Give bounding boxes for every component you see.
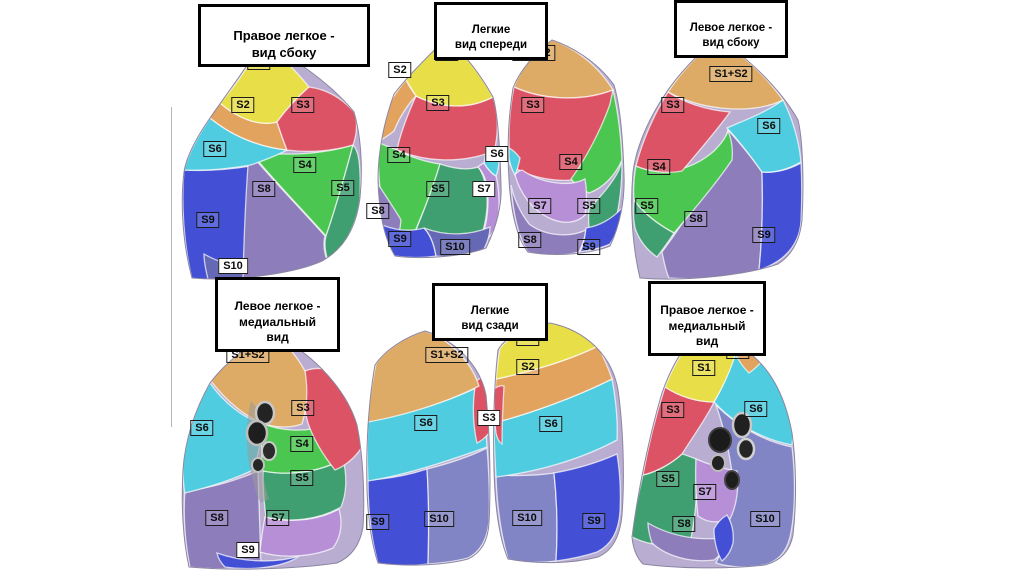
right-lung-outline — [377, 37, 502, 259]
lung-outline — [631, 333, 797, 569]
panel-left-lung-medial: Левое легкое - медиальный вид S1+S2 S3 S6 S… — [165, 275, 395, 575]
segment-s9-region — [367, 468, 430, 566]
segment-s9-region — [216, 552, 300, 570]
panel-title-box: Левое легкое - вид сбоку — [674, 0, 788, 58]
segment-s3-region — [635, 91, 732, 173]
left-lung-lateral-illustration — [631, 37, 804, 280]
right-lung-outline — [493, 322, 624, 564]
segment-s9-region — [578, 206, 623, 253]
segment-s6-region — [508, 146, 521, 177]
panel-title-box: Левое легкое - медиальный вид — [215, 277, 340, 353]
panel-title-box: Легкие вид спереди — [434, 2, 548, 60]
segment-s5-region — [632, 198, 675, 258]
left-lung-outline — [366, 330, 491, 566]
left-lung-outline — [507, 39, 625, 255]
segment-s7-region — [514, 169, 588, 223]
panel-title-box: Правое легкое - медиальный вид — [648, 281, 766, 357]
lung-outline — [181, 41, 362, 280]
segment-s6-region — [725, 99, 802, 173]
hilum-vessels — [708, 411, 756, 490]
right-lung-lateral-illustration — [181, 41, 362, 280]
panel-title-box: Правое легкое - вид сбоку — [198, 4, 370, 68]
panel-lungs-back: Легкие вид сзади S1+S2S1S2S3S6S6S9S10S10… — [350, 275, 630, 575]
segment-s10-region — [426, 446, 491, 565]
segment-s9-region — [713, 514, 734, 562]
panel-title: Левое легкое - вид сбоку — [689, 22, 773, 50]
panel-title: Легкие вид сзади — [461, 305, 519, 333]
hilum-vessels — [245, 400, 277, 473]
panel-lungs-front: Легкие вид спереди S1S2S1+S2S3S3S4S6S4S5… — [366, 0, 625, 285]
panel-title-box: Легкие вид сзади — [432, 283, 548, 341]
left-lung-medial-illustration — [181, 332, 365, 570]
lung-outline — [631, 37, 804, 280]
panel-title: Легкие вид спереди — [454, 24, 528, 52]
panel-right-lung-medial: Правое легкое - медиальный вид S2S1S3S6S… — [620, 275, 880, 575]
segment-s9-region — [553, 453, 622, 562]
panel-title: Левое легкое - медиальный вид — [234, 298, 321, 345]
segment-s9-region — [758, 161, 803, 271]
lungs-back-illustration — [366, 322, 624, 566]
panel-left-lung-lateral: Левое легкое - вид сбоку S1+S2 S3 S6 S4 S5 S8… — [620, 0, 870, 285]
panel-title: Правое легкое - вид сбоку — [233, 28, 335, 61]
segment-s10-region — [495, 472, 558, 563]
segment-s8-region — [647, 521, 729, 562]
panel-title: Правое легкое - медиальный вид — [660, 302, 754, 349]
lung-outline — [181, 332, 365, 570]
slide-edge-line — [171, 107, 172, 427]
panel-right-lung-lateral: Правое легкое - вид сбоку S1S2S3S6S4S8S5… — [170, 0, 395, 290]
segment-s9-region — [182, 165, 252, 279]
lungs-front-illustration — [377, 37, 625, 259]
